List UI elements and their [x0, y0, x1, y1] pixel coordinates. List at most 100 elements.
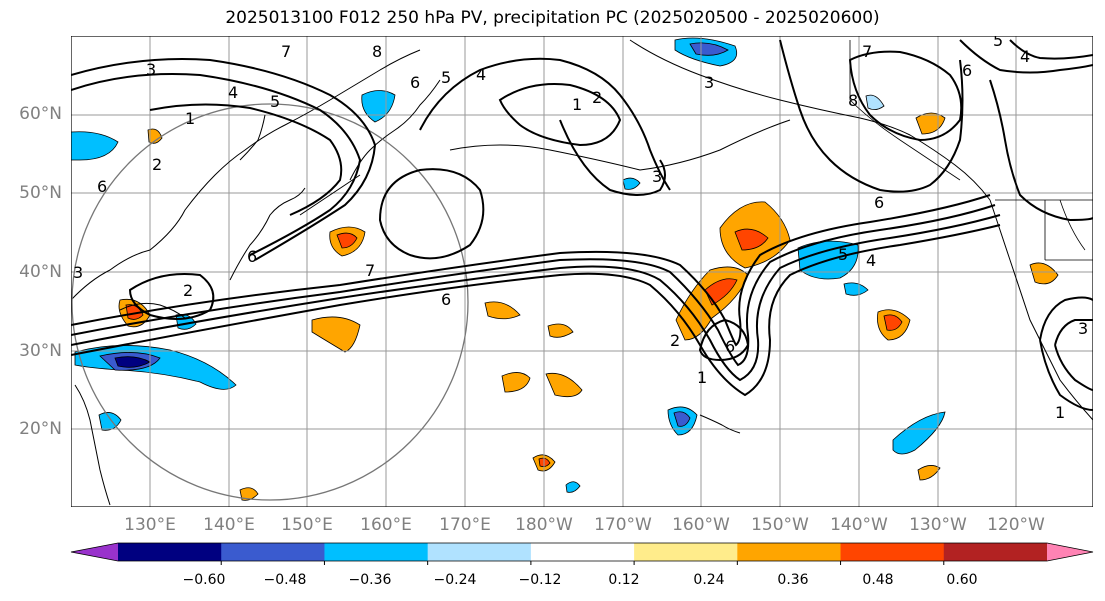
coast-alaska — [629, 39, 991, 201]
contour-label: 4 — [476, 65, 486, 84]
coast-aleutian — [449, 119, 791, 171]
lon-label: 150°W — [751, 515, 809, 535]
pv-contour-jet-4 — [71, 194, 991, 347]
colorbar-tick-label: −0.36 — [348, 572, 392, 588]
lat-label-20n: 20°N — [19, 419, 62, 439]
pv-contour-sw-low — [1039, 296, 1093, 411]
colorbar-tick-label: 0.12 — [608, 572, 640, 588]
coast-kyushu — [119, 302, 186, 319]
contour-label: 1 — [697, 368, 707, 387]
pv-contour-kyushu — [128, 273, 215, 320]
colorbar-tick-label: −0.48 — [263, 572, 307, 588]
patch-pos-130w-south — [917, 465, 941, 481]
colorbar-tick-label: 0.48 — [862, 572, 894, 588]
lat-label-40n: 40°N — [19, 262, 62, 282]
contour-label: 3 — [146, 60, 156, 79]
patch-kuril-core — [336, 232, 358, 249]
patch-neg-130w-south — [892, 411, 946, 455]
coast-asia-mainland — [71, 49, 421, 301]
patch-neg-170w-small — [622, 177, 641, 190]
patch-pos-155e — [311, 316, 361, 353]
colorbar-tick-label: −0.60 — [182, 572, 226, 588]
lon-label: 160°W — [672, 515, 730, 535]
colorbar-segment — [737, 543, 842, 561]
patch-pos-178w-south — [545, 372, 583, 398]
lon-label: 140°W — [830, 515, 888, 535]
contour-label: 5 — [270, 92, 280, 111]
patch-hawaii-neg-core — [673, 411, 691, 427]
contour-label: 4 — [228, 83, 238, 102]
pv-contour-low-1 — [498, 83, 622, 147]
contour-label: 3 — [73, 263, 83, 282]
pv-contour-trough-west-2 — [71, 58, 377, 261]
coast-sakhalin — [239, 114, 266, 161]
patch-neg-160w-south — [565, 481, 581, 493]
lon-label: 130°W — [909, 515, 967, 535]
map-title: 2025013100 F012 250 hPa PV, precipitatio… — [225, 8, 880, 28]
contour-label: 4 — [866, 251, 876, 270]
patch-west-neg — [71, 131, 119, 161]
patch-pos-145e-south — [239, 487, 259, 501]
pv-contour-ne-1 — [959, 39, 1093, 74]
pv-contour-alaska-ridge-2 — [848, 50, 963, 142]
lat-label-60n: 60°N — [19, 104, 62, 124]
boundary-alaska-canada — [849, 40, 961, 181]
lon-label: 180°W — [515, 515, 573, 535]
colorbar-tick-label: −0.24 — [433, 572, 477, 588]
patch-neg-140w-small — [843, 282, 869, 296]
contour-label: 8 — [848, 91, 858, 110]
colorbar-segment — [840, 543, 945, 561]
pv-contour-sw-low-2 — [1054, 318, 1093, 391]
lon-label: 120°W — [987, 515, 1045, 535]
contour-label: 8 — [372, 42, 382, 61]
colorbar-segment — [324, 543, 429, 561]
patch-pos-west-coast — [1029, 262, 1059, 285]
contour-label: 2 — [592, 88, 602, 107]
coast-philippines — [74, 384, 111, 506]
contour-label: 1 — [1055, 403, 1065, 422]
coast-kuril — [299, 174, 361, 216]
pv-contours — [71, 39, 1093, 411]
pv-contour-jet-1 — [71, 224, 1001, 397]
patch-pos-155w-core — [734, 228, 769, 251]
colorbar-outline — [70, 542, 1094, 562]
contour-label: 6 — [247, 247, 257, 266]
colorbar-tick-label: −0.12 — [518, 572, 562, 588]
colorbar-extend-max — [1047, 543, 1093, 561]
graticule — [71, 36, 1093, 507]
lon-label: 170°W — [594, 515, 652, 535]
contour-label: 6 — [97, 177, 107, 196]
patch-neg-bering-core — [689, 42, 729, 56]
patch-pos-165w-core — [704, 278, 738, 306]
colorbar-segment — [118, 543, 222, 561]
contour-label: 2 — [152, 155, 162, 174]
patch-pos-172e — [484, 301, 521, 320]
contour-label: 2 — [670, 331, 680, 350]
patch-pos-135w-core — [883, 314, 903, 331]
colorbar-tick-label: 0.36 — [777, 572, 809, 588]
contour-label: 7 — [862, 42, 872, 61]
contour-label: 1 — [185, 109, 195, 128]
pv-contour-hawaii-low — [698, 318, 750, 362]
pv-contour-ne-2 — [1009, 39, 1093, 60]
colorbar-segment — [427, 543, 532, 561]
patch-pos-175e-south — [501, 372, 531, 393]
contour-label: 6 — [725, 337, 735, 356]
pv-contour-loop-180 — [378, 168, 485, 260]
pv-contour-jet-2 — [71, 214, 1001, 382]
patch-pos-178e — [547, 323, 574, 338]
contour-label: 3 — [1078, 319, 1088, 338]
colorbar-segment — [634, 543, 738, 561]
contour-label: 6 — [962, 61, 972, 80]
contour-label: 4 — [1020, 47, 1030, 66]
contour-label: 7 — [365, 261, 375, 280]
contour-label: 3 — [704, 73, 714, 92]
pv-contour-west-coast — [989, 79, 1093, 222]
pv-contour-trough-west — [71, 73, 362, 256]
coast-japan — [229, 187, 306, 281]
contour-label: 6 — [874, 193, 884, 212]
boundary-us-states — [1044, 199, 1093, 261]
lon-label: 150°E — [281, 515, 333, 535]
